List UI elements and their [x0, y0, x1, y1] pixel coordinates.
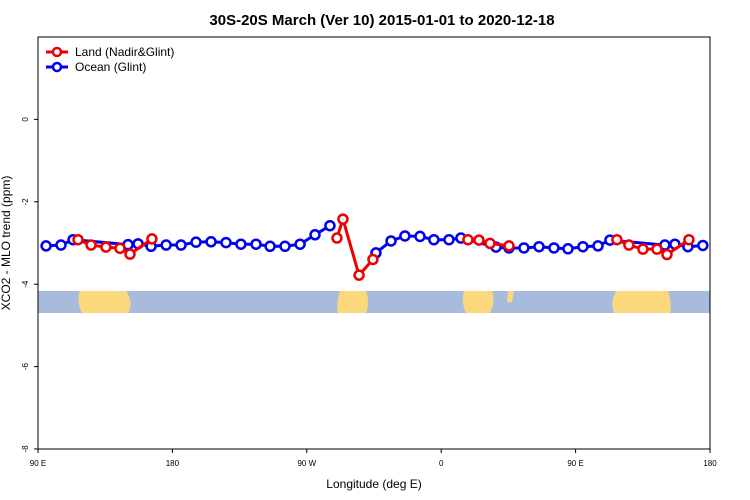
point	[114, 242, 126, 255]
point	[414, 230, 426, 243]
point	[661, 248, 673, 261]
point	[160, 239, 172, 251]
point	[146, 233, 158, 245]
x-tick-label: 180	[703, 459, 717, 468]
plot-frame	[37, 36, 711, 450]
x-tick-label: 90 E	[567, 459, 583, 468]
y-tick-label: -6	[21, 362, 30, 370]
point	[577, 240, 589, 253]
point	[331, 232, 343, 244]
point	[518, 242, 530, 254]
point	[309, 229, 321, 241]
point	[264, 240, 276, 253]
point	[85, 239, 97, 251]
point	[697, 239, 709, 252]
y-tick-label: -8	[21, 445, 30, 453]
legend-label: Land (Nadir&Glint)	[75, 45, 174, 59]
point	[592, 240, 604, 252]
point	[175, 239, 187, 251]
point	[385, 235, 397, 247]
point	[462, 233, 474, 246]
point	[683, 233, 695, 246]
point	[484, 237, 496, 250]
point	[40, 240, 52, 252]
y-tick-label: -4	[21, 280, 30, 288]
point	[533, 240, 545, 253]
point	[611, 233, 623, 246]
y-tick-label: -2	[21, 198, 30, 206]
point	[220, 236, 232, 249]
map-strip	[38, 291, 710, 313]
series-line	[77, 213, 690, 279]
point	[337, 213, 349, 225]
x-tick-label: 90 W	[297, 459, 316, 468]
point	[294, 238, 306, 250]
point	[72, 233, 84, 246]
point	[279, 240, 291, 253]
chart-title: 30S-20S March (Ver 10) 2015-01-01 to 202…	[209, 12, 554, 29]
y-axis-label: XCO2 - MLO trend (ppm)	[0, 176, 13, 311]
point	[428, 233, 440, 246]
point	[503, 240, 515, 252]
point	[55, 239, 67, 251]
point	[124, 248, 136, 260]
point	[548, 242, 560, 254]
point	[637, 243, 649, 255]
point	[205, 236, 217, 248]
point	[324, 219, 336, 232]
legend-label: Ocean (Glint)	[75, 60, 146, 74]
x-tick-label: 180	[166, 459, 180, 468]
y-tick-label: 0	[21, 117, 30, 122]
point	[651, 243, 663, 255]
point	[623, 239, 635, 251]
point	[473, 234, 485, 246]
point	[100, 241, 112, 253]
x-tick-label: 0	[439, 459, 444, 468]
point	[353, 269, 365, 281]
point	[399, 230, 411, 242]
x-axis-label: Longitude (deg E)	[326, 477, 421, 491]
point	[235, 238, 247, 250]
point	[562, 243, 574, 255]
point	[190, 236, 202, 248]
x-tick-label: 90 E	[30, 459, 46, 468]
point	[250, 238, 262, 250]
legend-marker	[51, 61, 63, 73]
point	[367, 253, 379, 266]
point	[443, 233, 455, 246]
legend-marker	[51, 46, 63, 58]
